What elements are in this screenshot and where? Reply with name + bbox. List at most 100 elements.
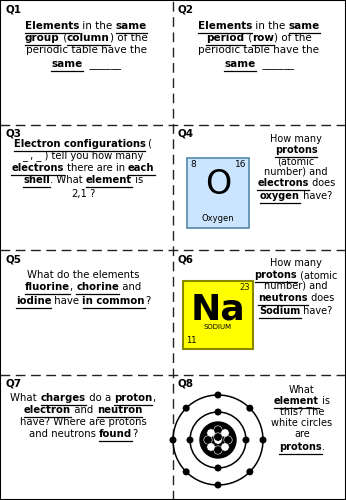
Text: and: and bbox=[119, 282, 141, 292]
Text: electron: electron bbox=[24, 405, 71, 415]
Text: column: column bbox=[67, 33, 109, 43]
Text: Q1: Q1 bbox=[5, 4, 21, 14]
Text: electrons: electrons bbox=[257, 178, 309, 188]
Circle shape bbox=[207, 429, 215, 437]
Text: O: O bbox=[205, 168, 231, 202]
Text: number) and: number) and bbox=[264, 281, 328, 291]
Text: 8: 8 bbox=[190, 160, 196, 169]
Text: neutron: neutron bbox=[97, 405, 142, 415]
Text: ,: , bbox=[70, 282, 76, 292]
Text: have? Where are protons: have? Where are protons bbox=[20, 417, 146, 427]
Text: oxygen: oxygen bbox=[260, 191, 300, 201]
Text: ?: ? bbox=[87, 189, 95, 199]
Text: do a: do a bbox=[85, 393, 114, 403]
Text: ,: , bbox=[152, 393, 155, 403]
Text: periodic table have the: periodic table have the bbox=[199, 45, 319, 55]
Text: same: same bbox=[51, 59, 83, 69]
Text: in common: in common bbox=[82, 296, 145, 306]
Text: ?: ? bbox=[145, 296, 150, 306]
Text: same: same bbox=[289, 21, 320, 31]
Text: proton: proton bbox=[114, 393, 152, 403]
Text: Q2: Q2 bbox=[178, 4, 194, 14]
Text: What: What bbox=[289, 385, 315, 395]
Bar bbox=[183, 281, 253, 349]
Text: SODIUM: SODIUM bbox=[204, 324, 232, 330]
Text: does: does bbox=[309, 178, 335, 188]
Circle shape bbox=[243, 437, 249, 443]
Circle shape bbox=[221, 443, 229, 451]
Text: does: does bbox=[308, 293, 334, 303]
Circle shape bbox=[207, 443, 215, 451]
Text: group: group bbox=[25, 33, 60, 43]
Text: neutrons: neutrons bbox=[258, 293, 308, 303]
Text: shell: shell bbox=[23, 175, 50, 185]
Text: same: same bbox=[116, 21, 147, 31]
Text: are: are bbox=[294, 429, 310, 439]
Text: fluorine: fluorine bbox=[25, 282, 70, 292]
Text: Elements: Elements bbox=[25, 21, 79, 31]
Circle shape bbox=[215, 392, 221, 398]
Text: 16: 16 bbox=[235, 160, 246, 169]
Text: Q3: Q3 bbox=[5, 129, 21, 139]
Circle shape bbox=[214, 446, 222, 454]
Text: each: each bbox=[128, 163, 155, 173]
Text: Q6: Q6 bbox=[178, 254, 194, 264]
Text: and: and bbox=[71, 405, 97, 415]
Text: iodine: iodine bbox=[16, 296, 51, 306]
Text: 11: 11 bbox=[186, 336, 197, 345]
Text: in the: in the bbox=[79, 21, 116, 31]
Text: period: period bbox=[207, 33, 245, 43]
Circle shape bbox=[247, 469, 253, 474]
Text: How many: How many bbox=[270, 134, 322, 144]
Circle shape bbox=[221, 429, 229, 437]
Circle shape bbox=[247, 406, 253, 411]
Text: Na: Na bbox=[191, 292, 245, 326]
Text: .: . bbox=[322, 442, 325, 452]
Circle shape bbox=[215, 465, 221, 471]
Text: electrons: electrons bbox=[11, 163, 64, 173]
Circle shape bbox=[183, 406, 189, 411]
Text: (atomic: (atomic bbox=[277, 156, 315, 166]
Text: (: ( bbox=[60, 33, 67, 43]
Text: is: is bbox=[132, 175, 143, 185]
Text: number) and: number) and bbox=[264, 167, 328, 177]
Text: element: element bbox=[274, 396, 319, 406]
Text: Sodium: Sodium bbox=[259, 306, 300, 316]
Circle shape bbox=[187, 437, 193, 443]
Circle shape bbox=[260, 437, 266, 443]
Circle shape bbox=[214, 436, 222, 444]
Text: in the: in the bbox=[252, 21, 289, 31]
Circle shape bbox=[215, 482, 221, 488]
Text: ?: ? bbox=[132, 429, 137, 439]
Text: What do the elements: What do the elements bbox=[27, 270, 139, 280]
Text: Q4: Q4 bbox=[178, 129, 194, 139]
Text: is: is bbox=[319, 396, 330, 406]
Text: . What: . What bbox=[50, 175, 85, 185]
Text: same: same bbox=[224, 59, 256, 69]
Text: ) of the: ) of the bbox=[109, 33, 147, 43]
Circle shape bbox=[215, 409, 221, 415]
Text: have?: have? bbox=[300, 191, 332, 201]
Text: chorine: chorine bbox=[76, 282, 119, 292]
Text: _ , _ ) tell you how many: _ , _ ) tell you how many bbox=[22, 150, 144, 162]
Text: What: What bbox=[10, 393, 40, 403]
Text: 23: 23 bbox=[239, 283, 250, 292]
Circle shape bbox=[214, 433, 222, 441]
Text: found: found bbox=[99, 429, 132, 439]
Text: 2,1: 2,1 bbox=[71, 189, 87, 199]
Text: Elements: Elements bbox=[198, 21, 252, 31]
Text: white circles: white circles bbox=[272, 418, 333, 428]
Text: Q8: Q8 bbox=[178, 379, 194, 389]
Text: ______: ______ bbox=[83, 59, 121, 69]
Text: Electron configurations: Electron configurations bbox=[13, 139, 145, 149]
Text: protons: protons bbox=[279, 442, 322, 452]
Text: have: have bbox=[51, 296, 82, 306]
Circle shape bbox=[170, 437, 176, 443]
Text: How many: How many bbox=[270, 258, 322, 268]
Text: (: ( bbox=[245, 33, 252, 43]
Circle shape bbox=[200, 422, 236, 458]
Text: (: ( bbox=[145, 139, 153, 149]
Text: Q7: Q7 bbox=[5, 379, 21, 389]
Circle shape bbox=[214, 426, 222, 434]
Text: and neutrons: and neutrons bbox=[29, 429, 99, 439]
